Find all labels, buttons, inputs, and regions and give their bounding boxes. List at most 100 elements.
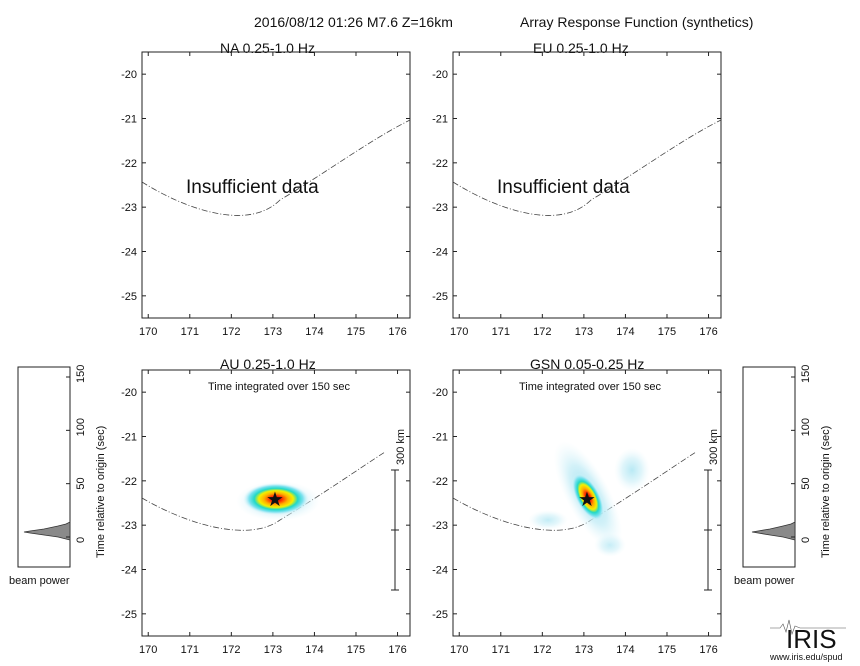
y-tick-label: -24	[121, 565, 137, 577]
panel-eu-frame	[452, 51, 722, 319]
y-tick-label: -23	[121, 520, 137, 532]
x-tick-label: 175	[347, 644, 365, 656]
iris-logo: IRIS www.iris.edu/spud	[769, 619, 846, 662]
x-tick-label: 172	[222, 644, 240, 656]
x-tick-label: 176	[699, 644, 717, 656]
y-tick-label: -24	[121, 247, 137, 259]
iris-url: www.iris.edu/spud	[769, 652, 843, 662]
x-tick-label: 175	[347, 326, 365, 338]
time-tick-label: 0	[75, 537, 87, 543]
x-tick-label: 176	[388, 326, 406, 338]
x-tick-label: 173	[264, 326, 282, 338]
y-tick-label: -25	[432, 291, 448, 303]
x-tick-label: 173	[575, 326, 593, 338]
time-tick-label: 150	[800, 365, 812, 383]
panel-eu: 170 171 172 173 174 175 176-20-21-22-23-24-25 …	[432, 51, 722, 338]
panel-au-frame	[141, 369, 411, 637]
y-tick-label: -23	[121, 202, 137, 214]
y-tick-label: -22	[121, 158, 137, 170]
event-header: 2016/08/12 01:26 M7.6 Z=16km	[254, 14, 453, 30]
x-tick-label: 172	[533, 326, 551, 338]
panel-gsn-epicenter-star-icon: ★	[578, 489, 596, 511]
panel-gsn-beam-peak	[571, 473, 605, 521]
y-tick-label: -25	[121, 291, 137, 303]
y-tick-label: -24	[432, 247, 448, 259]
panel-gsn: 170 171 172 173 174 175 176-20-21-22-23-24-25 …	[432, 369, 722, 656]
panel-au-epicenter-star-icon: ★	[266, 489, 284, 511]
y-tick-label: -23	[432, 520, 448, 532]
panel-au-scale-bar	[391, 469, 399, 591]
beam-power-left-ticks: 0 50 100 150	[66, 365, 87, 543]
panel-na-plate-boundary	[141, 119, 411, 216]
beam-power-right-label: beam power	[734, 575, 795, 587]
x-tick-label: 170	[450, 644, 468, 656]
x-tick-label: 172	[533, 644, 551, 656]
panel-gsn-title: GSN 0.05-0.25 Hz	[530, 356, 644, 372]
x-tick-label: 175	[658, 326, 676, 338]
x-tick-label: 171	[181, 326, 199, 338]
x-tick-label: 175	[658, 644, 676, 656]
time-tick-label: 50	[75, 477, 87, 489]
y-tick-label: -23	[432, 202, 448, 214]
y-tick-label: -21	[121, 114, 137, 126]
x-tick-label: 171	[492, 326, 510, 338]
panel-gsn-sidelobe-1	[614, 448, 650, 492]
beam-power-right-axis-label: Time relative to origin (sec)	[820, 426, 832, 558]
y-tick-label: -20	[432, 387, 448, 399]
beam-power-left-label: beam power	[9, 575, 70, 587]
beam-power-right-curve	[751, 521, 796, 541]
panel-au-beam-peak	[243, 483, 309, 515]
time-tick-label: 150	[75, 365, 87, 383]
panel-na-ticks: 170 171 172 173 174 175 176 -20 -21 -22 -23 -24 -25	[121, 52, 410, 338]
x-tick-label: 173	[264, 644, 282, 656]
panel-na-message: Insufficient data	[186, 177, 319, 198]
panel-eu-title: EU 0.25-1.0 Hz	[533, 40, 629, 56]
beam-power-left-curve	[23, 521, 71, 541]
x-tick-label: 170	[139, 326, 157, 338]
x-tick-label: 176	[699, 326, 717, 338]
x-tick-label: 172	[222, 326, 240, 338]
time-tick-label: 100	[800, 418, 812, 436]
x-tick-label: 174	[616, 326, 634, 338]
x-tick-label: 173	[575, 644, 593, 656]
panel-gsn-annotation: Time integrated over 150 sec	[519, 381, 662, 393]
x-tick-label: 171	[181, 644, 199, 656]
panel-gsn-ticks: 170 171 172 173 174 175 176 -20 -21 -22 -23 -24 -25	[432, 370, 721, 656]
y-tick-label: -21	[121, 432, 137, 444]
panel-gsn-sidelobe-2	[528, 510, 568, 530]
x-tick-label: 174	[616, 644, 634, 656]
y-tick-label: -21	[432, 114, 448, 126]
y-tick-label: -25	[121, 609, 137, 621]
beam-power-left-frame	[17, 366, 71, 568]
panel-na: 170 171 172 173 174 175 176-20-21-22-23-24-25 …	[121, 51, 411, 338]
time-tick-label: 50	[800, 477, 812, 489]
panel-au-annotation: Time integrated over 150 sec	[208, 381, 351, 393]
panel-na-title: NA 0.25-1.0 Hz	[220, 40, 315, 56]
y-tick-label: -22	[432, 158, 448, 170]
y-tick-label: -24	[432, 565, 448, 577]
x-tick-label: 171	[492, 644, 510, 656]
y-tick-label: -22	[121, 476, 137, 488]
y-tick-label: -25	[432, 609, 448, 621]
panel-au-scale-label: 300 km	[395, 429, 407, 465]
iris-logo-text: IRIS	[786, 624, 837, 654]
panel-eu-plate-boundary	[452, 119, 722, 216]
x-tick-label: 170	[450, 326, 468, 338]
beam-power-left-axis-label: Time relative to origin (sec)	[95, 426, 107, 558]
x-tick-label: 174	[305, 644, 323, 656]
panel-gsn-scale-bar	[704, 469, 712, 591]
panel-au-title: AU 0.25-1.0 Hz	[220, 356, 316, 372]
x-tick-label: 170	[139, 644, 157, 656]
panel-gsn-scale-label: 300 km	[708, 429, 720, 465]
time-tick-label: 0	[800, 537, 812, 543]
y-tick-label: -21	[432, 432, 448, 444]
panel-eu-ticks: 170 171 172 173 174 175 176 -20 -21 -22 -23 -24 -25	[432, 52, 721, 338]
y-tick-label: -20	[121, 387, 137, 399]
y-tick-label: -20	[121, 69, 137, 81]
figure-title: Array Response Function (synthetics)	[520, 14, 753, 30]
panel-eu-message: Insufficient data	[497, 177, 630, 198]
beam-power-right-ticks: 0 50 100 150	[791, 365, 812, 543]
